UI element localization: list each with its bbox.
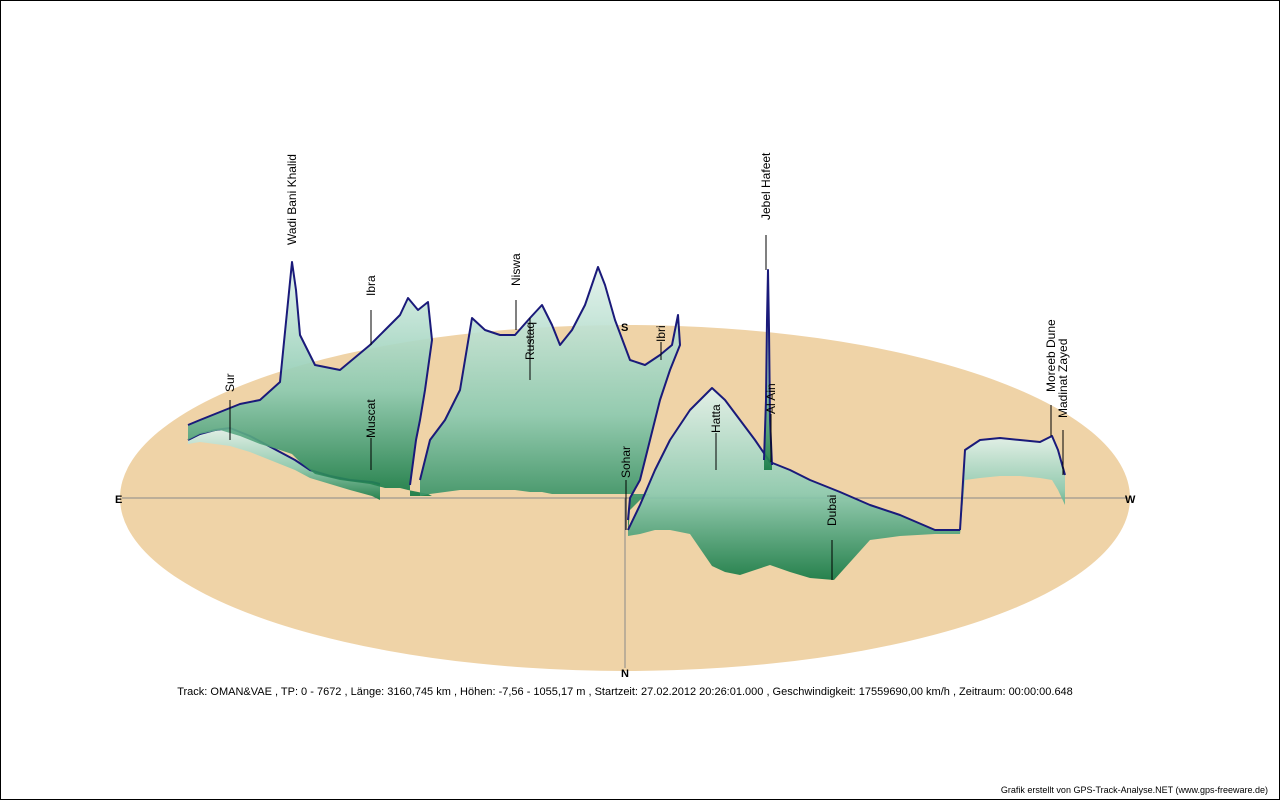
segment-west-desert: [959, 435, 1066, 534]
segment-west-desert-line: [959, 435, 1066, 531]
compass-s: S: [621, 322, 628, 334]
track-info: Track: OMAN&VAE , TP: 0 - 7672 , Länge: …: [177, 686, 1073, 698]
segment-west-desert-fill: [960, 436, 1065, 534]
waypoint-label: Wadi Bani Khalid: [285, 154, 299, 245]
waypoint-label: Hatta: [709, 404, 723, 433]
segment-central: [419, 266, 681, 536]
waypoint-label: Sur: [223, 373, 237, 392]
compass-e: E: [115, 494, 122, 506]
waypoint-label: Jebel Hafeet: [759, 152, 773, 220]
segment-east-mountains-line: [187, 261, 433, 486]
segment-jebel-hafeet-line: [763, 269, 773, 466]
waypoint-label: Niswa: [509, 253, 523, 286]
waypoint-label: Rustaq: [523, 322, 537, 360]
elevation-walls: [187, 261, 1066, 580]
waypoint-label: Sohar: [619, 446, 633, 478]
waypoint-label: Ibri: [654, 325, 668, 342]
credit-text: Grafik erstellt von GPS-Track-Analyse.NE…: [1000, 785, 1268, 795]
waypoint-label: Madinat Zayed: [1056, 339, 1070, 418]
segment-east-mountains: [187, 261, 433, 496]
compass-w: W: [1125, 494, 1136, 506]
segment-coast-fill: [188, 428, 380, 500]
waypoint-label: Moreeb Dune: [1044, 319, 1058, 392]
segment-hatta-dubai: [627, 387, 960, 580]
segment-jebel-hafeet: [763, 269, 773, 470]
segment-east-mountains-fill: [188, 262, 432, 496]
waypoint-label: Ibra: [364, 275, 378, 296]
segment-hatta-dubai-line: [627, 387, 960, 531]
waypoint-label: Al Ain: [764, 383, 778, 414]
waypoint-label: Dubai: [825, 495, 839, 526]
segment-central-fill: [420, 267, 680, 536]
waypoint-labels: Sur Wadi Bani Khalid Ibra Muscat Niswa Rustaq…: [223, 152, 1070, 580]
compass-n: N: [621, 668, 629, 680]
waypoint-label: Muscat: [364, 399, 378, 438]
segment-hatta-dubai-fill: [628, 388, 960, 580]
segment-central-line: [419, 266, 681, 521]
